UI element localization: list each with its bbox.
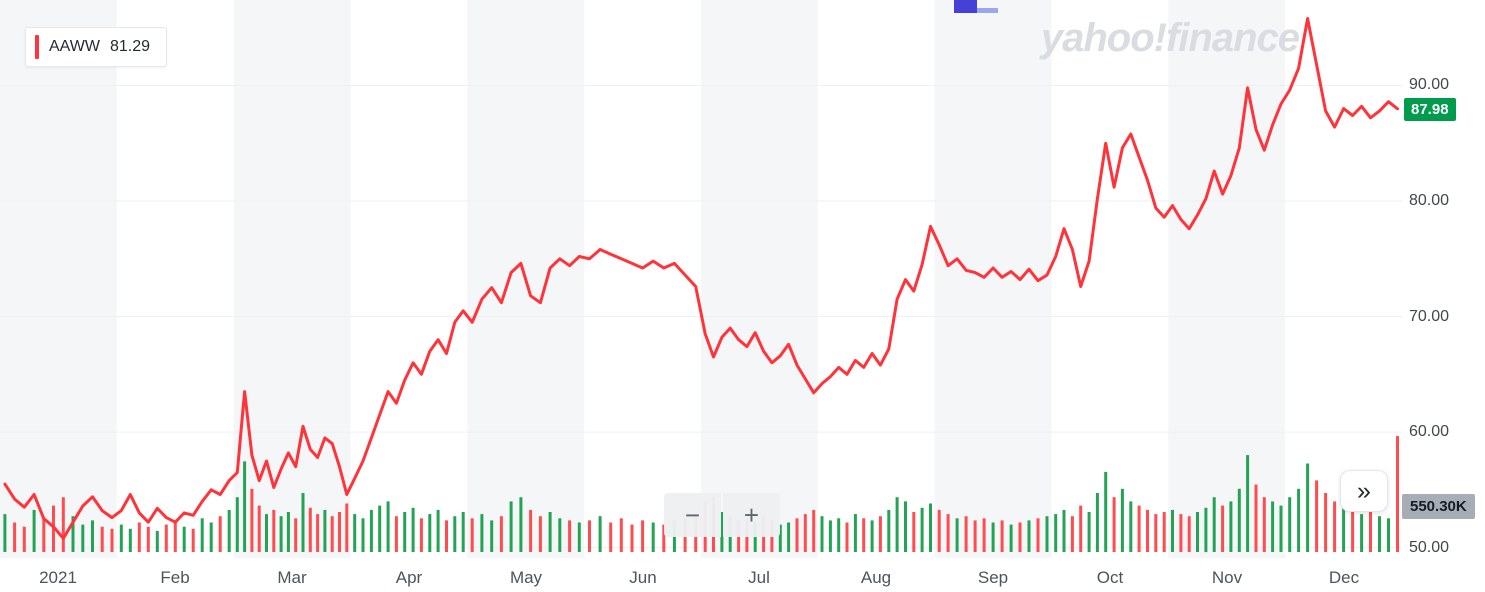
volume-bars [3, 436, 1399, 553]
x-axis-tick-label: Aug [860, 568, 892, 587]
month-band [934, 0, 1052, 558]
x-axis-tick-label: Oct [1096, 568, 1124, 587]
month-band [233, 0, 351, 558]
partial-purple-element [954, 0, 977, 13]
legend-value: 81.29 [109, 38, 150, 55]
month-band [0, 0, 117, 558]
x-axis-tick-label: 2021 [39, 568, 77, 587]
x-axis-tick-label: Sep [977, 568, 1009, 587]
legend-color-bar [35, 35, 39, 59]
y-axis-tick-label: 80.00 [1409, 192, 1450, 209]
x-axis-tick-label: May [509, 568, 543, 587]
partial-purple-underline [977, 8, 998, 13]
legend-badge: AAWW 81.29 [25, 27, 167, 67]
price-axis: 87.98 550.30K 90.00 80.00 70.00 60.00 50.00 [1402, 0, 1485, 558]
zoom-in-button[interactable]: + [723, 493, 780, 537]
last-price-badge: 87.98 [1404, 98, 1456, 121]
price-line [3, 17, 1399, 540]
month-band [1168, 0, 1286, 558]
y-axis-tick-label: 50.00 [1409, 539, 1450, 556]
expand-panel-button[interactable]: » [1340, 470, 1388, 512]
price-chart[interactable]: AAWW 81.29 yahoo!finance − + » [0, 0, 1402, 558]
y-axis-tick-label: 70.00 [1409, 308, 1450, 325]
x-axis-tick-label: Dec [1328, 568, 1360, 587]
zoom-controls: − + [664, 493, 780, 537]
x-axis-tick-label: Mar [277, 568, 307, 587]
volume-badge: 550.30K [1402, 494, 1475, 519]
month-band [701, 0, 818, 558]
x-axis-tick-label: Jun [629, 568, 657, 587]
time-axis: 2021 Feb Mar Apr May Jun Jul Aug Sep Oct Nov Dec [0, 558, 1402, 592]
y-axis-tick-label: 60.00 [1409, 423, 1450, 440]
x-axis-tick-label: Jul [748, 568, 770, 587]
zoom-out-button[interactable]: − [664, 493, 721, 537]
x-axis-tick-label: Feb [160, 568, 190, 587]
chart-canvas[interactable] [0, 0, 1402, 558]
x-axis-tick-label: Nov [1211, 568, 1243, 587]
x-axis-tick-label: Apr [395, 568, 423, 587]
y-axis-tick-label: 90.00 [1409, 76, 1450, 93]
legend-symbol: AAWW [49, 38, 100, 55]
yahoo-finance-watermark: yahoo!finance [1040, 16, 1300, 60]
